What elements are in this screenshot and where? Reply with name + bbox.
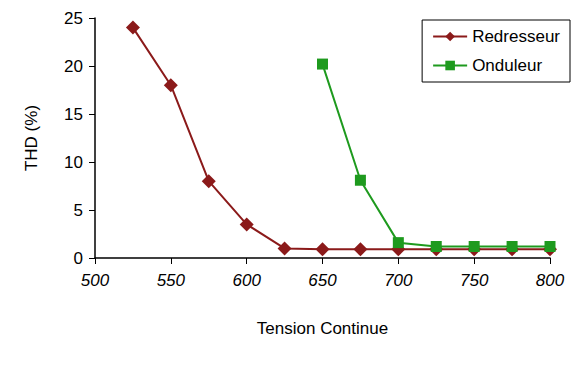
svg-text:15: 15: [64, 105, 83, 124]
svg-text:800: 800: [536, 271, 565, 290]
svg-text:Redresseur: Redresseur: [472, 27, 560, 46]
svg-text:25: 25: [64, 9, 83, 28]
svg-text:THD (%): THD (%): [22, 105, 41, 171]
svg-text:700: 700: [384, 271, 413, 290]
svg-text:Tension Continue: Tension Continue: [257, 319, 388, 338]
svg-text:550: 550: [157, 271, 186, 290]
svg-text:0: 0: [74, 249, 83, 268]
svg-text:5: 5: [74, 201, 83, 220]
svg-text:750: 750: [460, 271, 489, 290]
svg-text:500: 500: [81, 271, 110, 290]
svg-text:650: 650: [308, 271, 337, 290]
svg-text:10: 10: [64, 153, 83, 172]
svg-text:Onduleur: Onduleur: [472, 56, 542, 75]
svg-text:20: 20: [64, 57, 83, 76]
svg-text:600: 600: [232, 271, 261, 290]
